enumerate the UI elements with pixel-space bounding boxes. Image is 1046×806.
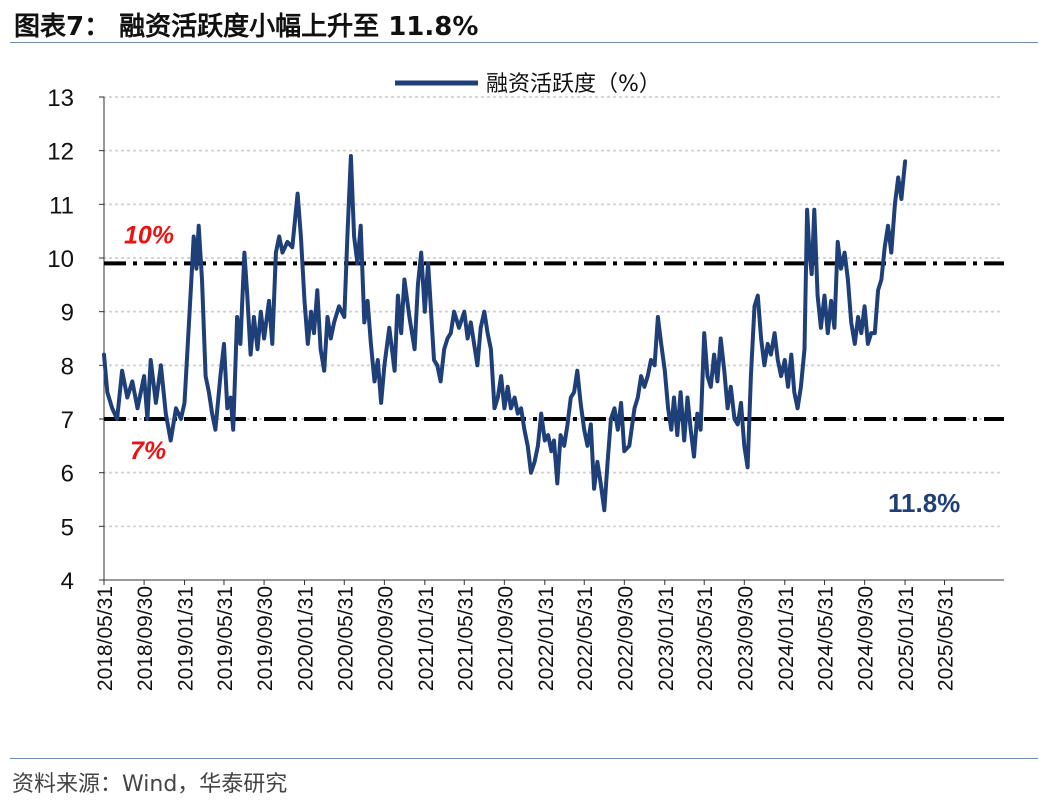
source-note: 资料来源：Wind，华泰研究 [12,772,288,797]
x-tick-label: 2021/01/31 [415,586,438,691]
x-tick-label: 2022/09/30 [614,586,637,691]
legend: 融资活跃度（%） [395,72,661,97]
y-tick-label: 6 [61,461,74,488]
x-tick-label: 2024/09/30 [855,586,878,691]
source-divider [10,758,1038,759]
y-tick-label: 10 [47,246,74,273]
x-tick-label: 2022/05/31 [574,586,597,691]
x-tick-label: 2020/05/31 [334,586,357,691]
x-tick-label: 2019/01/31 [175,586,198,691]
x-tick-label: 2025/05/31 [935,586,958,691]
y-tick-label: 12 [47,139,74,166]
x-axis: 2018/05/31 2018/09/30 2019/01/31 2019/05/31… [94,579,1004,691]
y-tick-label: 11 [49,192,74,219]
y-tick-label: 7 [61,407,74,434]
x-tick-label: 2020/09/30 [374,586,397,691]
x-tick-label: 2024/01/31 [775,586,798,691]
y-tick-label: 9 [61,300,74,327]
x-tick-label: 2025/01/31 [895,586,918,691]
x-tick-label: 2018/05/31 [94,586,117,691]
x-tick-label: 2023/09/30 [734,586,757,691]
reference-line-label: 10% [124,221,174,249]
y-tick-label: 8 [61,353,74,380]
legend-label: 融资活跃度（%） [486,72,661,97]
y-tick-label: 5 [61,514,74,541]
x-tick-label: 2022/01/31 [535,586,558,691]
x-tick-label: 2023/01/31 [655,586,678,691]
x-tick-label: 2023/05/31 [694,586,717,691]
reference-line-label: 7% [130,437,166,465]
reference-lines: 10% 7% [104,221,1004,465]
x-tick-label: 2020/01/31 [295,586,318,691]
annotations: 11.8% [888,488,960,518]
x-tick-label: 2019/05/31 [214,586,237,691]
x-tick-label: 2024/05/31 [815,586,838,691]
y-axis: 4 5 6 7 8 9 10 11 12 13 [47,85,105,595]
series-line [102,154,908,513]
x-tick-label: 2018/09/30 [134,586,157,691]
title-divider [10,42,1038,43]
y-tick-label: 4 [61,568,74,595]
y-tick-label: 13 [47,85,74,112]
series-layer [102,154,908,513]
x-tick-label: 2021/05/31 [454,586,477,691]
x-tick-label: 2021/09/30 [494,586,517,691]
figure-title: 图表7： 融资活跃度小幅上升至 11.8% [14,12,479,42]
value-annotation: 11.8% [888,488,960,518]
x-tick-label: 2019/09/30 [254,586,277,691]
